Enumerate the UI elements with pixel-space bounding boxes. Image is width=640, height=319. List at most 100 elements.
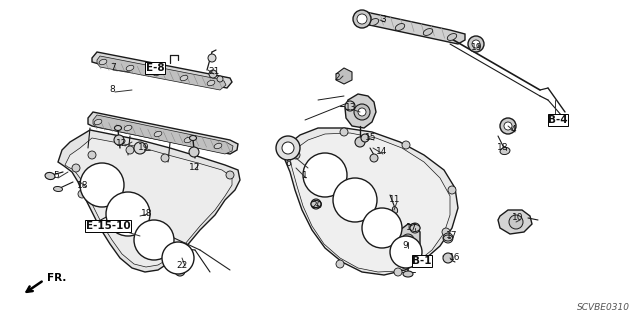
Circle shape	[72, 164, 80, 172]
Ellipse shape	[311, 201, 321, 207]
Ellipse shape	[154, 131, 162, 137]
Circle shape	[217, 76, 223, 82]
Ellipse shape	[423, 29, 433, 35]
Circle shape	[353, 10, 371, 28]
Circle shape	[126, 146, 134, 154]
Circle shape	[78, 190, 86, 198]
Circle shape	[394, 268, 402, 276]
Circle shape	[361, 134, 369, 142]
Ellipse shape	[214, 143, 222, 149]
Text: SCVBE0310: SCVBE0310	[577, 303, 630, 312]
Ellipse shape	[126, 65, 134, 71]
Text: B-1: B-1	[412, 256, 432, 266]
Ellipse shape	[369, 19, 379, 26]
Circle shape	[442, 228, 450, 236]
Polygon shape	[336, 68, 352, 84]
Text: 17: 17	[406, 224, 418, 233]
Text: B-4: B-4	[548, 115, 568, 125]
Ellipse shape	[90, 220, 99, 226]
Ellipse shape	[180, 75, 188, 81]
Circle shape	[303, 153, 347, 197]
Text: 12: 12	[189, 164, 201, 173]
Ellipse shape	[54, 187, 63, 191]
Circle shape	[345, 101, 355, 111]
Circle shape	[468, 36, 484, 52]
Circle shape	[175, 266, 185, 276]
Circle shape	[370, 154, 378, 162]
Text: 19: 19	[471, 43, 483, 53]
Circle shape	[443, 253, 453, 263]
Text: 13: 13	[345, 102, 356, 112]
Text: FR.: FR.	[47, 273, 67, 283]
Ellipse shape	[444, 235, 452, 241]
Ellipse shape	[45, 173, 55, 180]
Circle shape	[357, 14, 367, 24]
Circle shape	[88, 151, 96, 159]
Circle shape	[362, 208, 402, 248]
Circle shape	[282, 142, 294, 154]
Text: 9: 9	[402, 241, 408, 249]
Polygon shape	[97, 56, 226, 90]
Ellipse shape	[99, 59, 107, 65]
Text: 2: 2	[334, 72, 340, 81]
Text: 17: 17	[446, 232, 458, 241]
Circle shape	[226, 171, 234, 179]
Polygon shape	[285, 128, 458, 275]
Text: 19: 19	[138, 144, 150, 152]
Polygon shape	[345, 94, 376, 128]
Circle shape	[448, 186, 456, 194]
Text: 10: 10	[512, 213, 524, 222]
Circle shape	[358, 108, 366, 116]
Circle shape	[333, 178, 377, 222]
Circle shape	[189, 147, 199, 157]
Text: 6: 6	[285, 159, 291, 167]
Text: 8: 8	[109, 85, 115, 94]
Circle shape	[134, 142, 146, 154]
Text: E-8: E-8	[146, 63, 164, 73]
Ellipse shape	[94, 119, 102, 125]
Circle shape	[292, 151, 300, 159]
Circle shape	[208, 54, 216, 62]
Text: 11: 11	[389, 196, 401, 204]
Text: 12: 12	[116, 139, 128, 149]
Circle shape	[402, 234, 414, 246]
Circle shape	[504, 122, 512, 130]
Text: 14: 14	[376, 147, 388, 157]
Polygon shape	[88, 112, 238, 154]
Text: 15: 15	[365, 133, 377, 143]
Text: E-15-10: E-15-10	[86, 221, 131, 231]
Text: 22: 22	[177, 261, 188, 270]
Circle shape	[114, 135, 124, 145]
Circle shape	[162, 242, 194, 274]
Text: 5: 5	[53, 170, 59, 180]
Polygon shape	[93, 115, 233, 154]
Circle shape	[410, 223, 420, 233]
Circle shape	[390, 236, 422, 268]
Text: 21: 21	[208, 68, 220, 77]
Polygon shape	[396, 224, 420, 256]
Circle shape	[355, 137, 365, 147]
Ellipse shape	[189, 136, 196, 140]
Text: 18: 18	[77, 181, 89, 189]
Ellipse shape	[396, 24, 404, 30]
Polygon shape	[290, 133, 450, 272]
Polygon shape	[360, 12, 465, 44]
Ellipse shape	[175, 265, 184, 271]
Circle shape	[161, 154, 169, 162]
Ellipse shape	[184, 137, 192, 143]
Ellipse shape	[403, 271, 413, 277]
Circle shape	[354, 104, 370, 120]
Text: 3: 3	[380, 16, 386, 25]
Ellipse shape	[207, 80, 215, 86]
Circle shape	[500, 118, 516, 134]
Ellipse shape	[447, 33, 457, 41]
Polygon shape	[498, 210, 532, 234]
Polygon shape	[58, 130, 240, 272]
Text: 16: 16	[449, 254, 461, 263]
Text: 18: 18	[141, 210, 153, 219]
Ellipse shape	[115, 125, 122, 130]
Text: 4: 4	[510, 125, 516, 135]
Polygon shape	[92, 52, 232, 88]
Text: 1: 1	[302, 170, 308, 180]
Text: 20: 20	[311, 201, 323, 210]
